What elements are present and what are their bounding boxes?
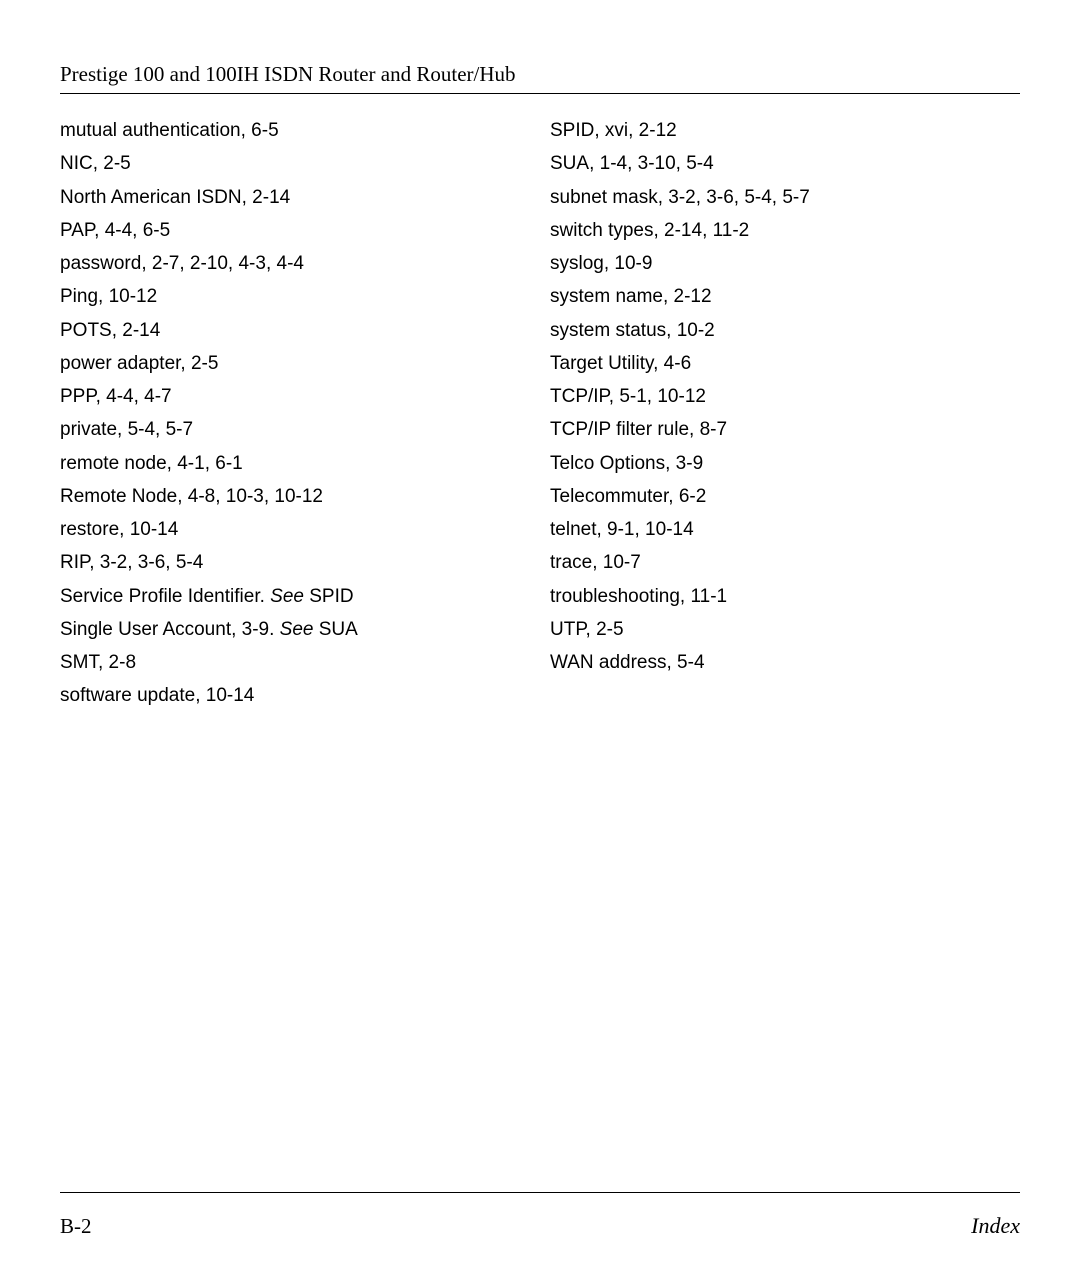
index-entry-text: Telecommuter, 6-2: [550, 486, 706, 507]
index-entry: Service Profile Identifier. See SPID: [60, 580, 530, 613]
index-entry: restore, 10-14: [60, 513, 530, 546]
index-entry: PAP, 4-4, 6-5: [60, 214, 530, 247]
index-entry: Telco Options, 3-9: [550, 447, 1020, 480]
index-entry-text: subnet mask, 3-2, 3-6, 5-4, 5-7: [550, 187, 810, 208]
index-columns: mutual authentication, 6-5 NIC, 2-5 North …: [60, 114, 1020, 713]
index-entry-text: TCP/IP, 5-1, 10-12: [550, 386, 706, 407]
index-entry: SPID, xvi, 2-12: [550, 114, 1020, 147]
index-entry: mutual authentication, 6-5: [60, 114, 530, 147]
index-entry-suffix: SUA: [313, 619, 357, 640]
footer-rule: [60, 1192, 1020, 1193]
index-entry-text: system name, 2-12: [550, 286, 712, 307]
index-entry-text: PAP, 4-4, 6-5: [60, 220, 170, 241]
index-entry: remote node, 4-1, 6-1: [60, 447, 530, 480]
index-entry: SUA, 1-4, 3-10, 5-4: [550, 147, 1020, 180]
index-entry: Remote Node, 4-8, 10-3, 10-12: [60, 480, 530, 513]
index-entry-text: telnet, 9-1, 10-14: [550, 519, 694, 540]
index-entry-text: power adapter, 2-5: [60, 353, 218, 374]
index-entry: UTP, 2-5: [550, 613, 1020, 646]
footer-section-name: Index: [971, 1213, 1020, 1239]
index-entry: Target Utility, 4-6: [550, 347, 1020, 380]
index-entry: PPP, 4-4, 4-7: [60, 380, 530, 413]
index-entry-text: Target Utility, 4-6: [550, 353, 691, 374]
index-entry-text: Remote Node, 4-8, 10-3, 10-12: [60, 486, 323, 507]
index-column-left: mutual authentication, 6-5 NIC, 2-5 North …: [60, 114, 540, 713]
index-entry-text: PPP, 4-4, 4-7: [60, 386, 172, 407]
index-entry: subnet mask, 3-2, 3-6, 5-4, 5-7: [550, 181, 1020, 214]
index-entry-text: Ping, 10-12: [60, 286, 157, 307]
index-entry: Ping, 10-12: [60, 280, 530, 313]
index-entry: TCP/IP, 5-1, 10-12: [550, 380, 1020, 413]
index-entry-see: See: [280, 619, 314, 640]
index-entry-suffix: SPID: [304, 586, 354, 607]
index-entry-text: software update, 10-14: [60, 685, 254, 706]
header-rule: [60, 93, 1020, 94]
index-entry-text: UTP, 2-5: [550, 619, 624, 640]
page-container: Prestige 100 and 100IH ISDN Router and R…: [0, 0, 1080, 1281]
document-header-title: Prestige 100 and 100IH ISDN Router and R…: [60, 62, 1020, 87]
index-entry-text: troubleshooting, 11-1: [550, 586, 727, 607]
index-entry-see: See: [270, 586, 304, 607]
page-number: B-2: [60, 1214, 92, 1239]
index-entry-text: RIP, 3-2, 3-6, 5-4: [60, 552, 203, 573]
index-entry: telnet, 9-1, 10-14: [550, 513, 1020, 546]
index-entry: TCP/IP filter rule, 8-7: [550, 413, 1020, 446]
index-entry: trace, 10-7: [550, 546, 1020, 579]
index-entry: NIC, 2-5: [60, 147, 530, 180]
index-entry-text: system status, 10-2: [550, 320, 715, 341]
index-entry-text: POTS, 2-14: [60, 320, 160, 341]
index-entry: power adapter, 2-5: [60, 347, 530, 380]
index-entry: system name, 2-12: [550, 280, 1020, 313]
index-entry-text: North American ISDN, 2-14: [60, 187, 290, 208]
index-entry: private, 5-4, 5-7: [60, 413, 530, 446]
index-entry-text: syslog, 10-9: [550, 253, 652, 274]
index-entry: troubleshooting, 11-1: [550, 580, 1020, 613]
index-entry-text: WAN address, 5-4: [550, 652, 705, 673]
index-entry-text: SMT, 2-8: [60, 652, 136, 673]
index-entry-text: remote node, 4-1, 6-1: [60, 453, 243, 474]
index-entry: software update, 10-14: [60, 679, 530, 712]
index-entry: North American ISDN, 2-14: [60, 181, 530, 214]
index-entry-text: Telco Options, 3-9: [550, 453, 703, 474]
index-entry-text: TCP/IP filter rule, 8-7: [550, 419, 727, 440]
index-entry: Telecommuter, 6-2: [550, 480, 1020, 513]
index-entry: Single User Account, 3-9. See SUA: [60, 613, 530, 646]
index-entry: RIP, 3-2, 3-6, 5-4: [60, 546, 530, 579]
index-entry-text: mutual authentication, 6-5: [60, 120, 279, 141]
index-entry-text: switch types, 2-14, 11-2: [550, 220, 749, 241]
index-entry: SMT, 2-8: [60, 646, 530, 679]
index-entry: syslog, 10-9: [550, 247, 1020, 280]
index-entry-text: NIC, 2-5: [60, 153, 131, 174]
index-entry: POTS, 2-14: [60, 314, 530, 347]
index-entry-text: SPID, xvi, 2-12: [550, 120, 677, 141]
index-entry-text: restore, 10-14: [60, 519, 178, 540]
page-footer: B-2 Index: [60, 1213, 1020, 1239]
index-entry: switch types, 2-14, 11-2: [550, 214, 1020, 247]
index-entry-prefix: Single User Account, 3-9.: [60, 619, 280, 640]
index-entry-text: password, 2-7, 2-10, 4-3, 4-4: [60, 253, 304, 274]
index-entry: password, 2-7, 2-10, 4-3, 4-4: [60, 247, 530, 280]
index-column-right: SPID, xvi, 2-12 SUA, 1-4, 3-10, 5-4 subnet…: [540, 114, 1020, 713]
index-entry: WAN address, 5-4: [550, 646, 1020, 679]
index-entry-text: trace, 10-7: [550, 552, 641, 573]
index-entry: system status, 10-2: [550, 314, 1020, 347]
index-entry-text: private, 5-4, 5-7: [60, 419, 193, 440]
index-entry-prefix: Service Profile Identifier.: [60, 586, 270, 607]
index-entry-text: SUA, 1-4, 3-10, 5-4: [550, 153, 714, 174]
